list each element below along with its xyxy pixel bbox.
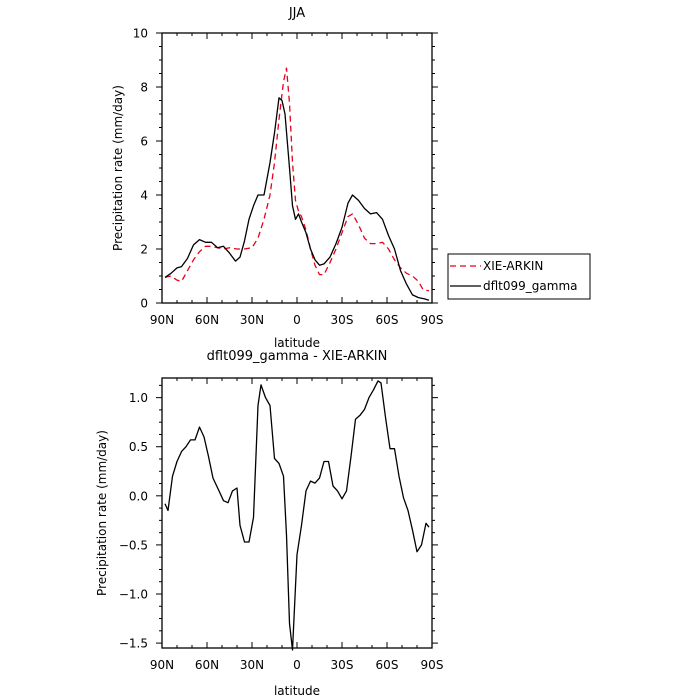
y-tick-label: −1.0: [119, 588, 148, 602]
x-tick-label: 60S: [376, 313, 399, 327]
legend-label-xie-arkin: XIE-ARKIN: [483, 259, 543, 273]
x-tick-label: 0: [293, 658, 301, 672]
y-axis-label: Precipitation rate (mm/day): [111, 85, 125, 251]
legend: XIE-ARKIN dflt099_gamma: [447, 253, 591, 300]
legend-box: [447, 253, 591, 300]
y-tick-label: 0: [140, 297, 148, 311]
jja-precipitation-panel: JJA Precipitation rate (mm/day) 90N 60N 30…: [111, 6, 443, 327]
x-tick-label: 60N: [195, 658, 219, 672]
series-line-1: [164, 97, 430, 301]
series-line-0: [164, 67, 430, 292]
x-tick-label: 30N: [240, 313, 264, 327]
difference-panel: dflt099_gamma - XIE-ARKIN Precipitation …: [95, 349, 443, 698]
y-axis-label: Precipitation rate (mm/day): [95, 430, 109, 596]
x-tick-label: 0: [293, 313, 301, 327]
x-tick-label: 60N: [195, 313, 219, 327]
plot-frame: [161, 32, 433, 304]
y-tick-label: 1.0: [129, 391, 148, 405]
y-tick-label: 2: [140, 243, 148, 257]
chart-title: dflt099_gamma - XIE-ARKIN: [207, 349, 388, 364]
x-axis-label: latitude: [274, 684, 320, 698]
y-tick-label: 10: [133, 27, 148, 41]
chart-title: JJA: [288, 6, 305, 21]
y-tick-label: 6: [140, 135, 148, 149]
y-tick-label: −0.5: [119, 538, 148, 552]
ticks: 90N 60N 30N 0 30S 60S 90S 0 2 4 6 8 10: [133, 27, 444, 328]
x-tick-label: 30N: [240, 658, 264, 672]
y-tick-label: 0.0: [129, 489, 148, 503]
x-tick-label: 90S: [421, 658, 444, 672]
x-tick-label: 30S: [331, 658, 354, 672]
x-tick-label: 90N: [150, 313, 174, 327]
legend-label-dflt099-gamma: dflt099_gamma: [483, 279, 578, 293]
series-line-0: [164, 380, 430, 651]
x-tick-label: 90S: [421, 313, 444, 327]
y-tick-label: −1.5: [119, 637, 148, 651]
x-axis-label-top: latitude: [274, 336, 320, 350]
plot-lines: [164, 67, 430, 301]
plot-lines: [164, 380, 430, 651]
ticks: 90N 60N 30N 0 30S 60S 90S 1.0 0.5 0.0 −0.5 −1.0 −1.5: [119, 378, 444, 672]
x-tick-label: 60S: [376, 658, 399, 672]
x-tick-label: 30S: [331, 313, 354, 327]
y-tick-label: 4: [140, 189, 148, 203]
x-tick-label: 90N: [150, 658, 174, 672]
y-tick-label: 0.5: [129, 440, 148, 454]
plot-frame: [161, 377, 433, 649]
y-tick-label: 8: [140, 81, 148, 95]
